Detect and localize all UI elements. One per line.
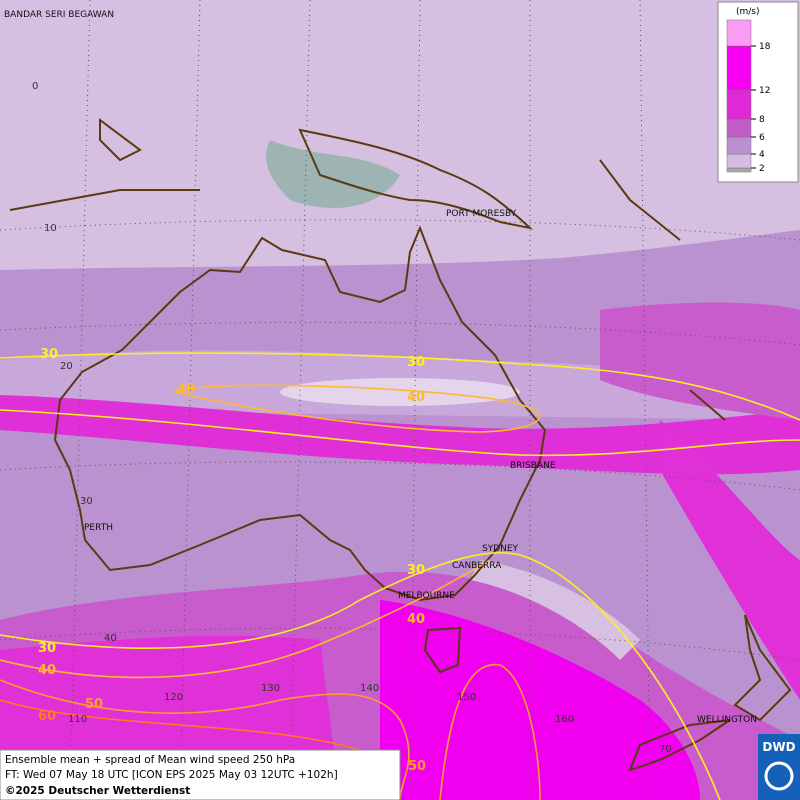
legend-label: 12 (759, 86, 770, 96)
legend-label: 6 (759, 133, 765, 143)
city-label: PERTH (84, 523, 113, 533)
city-label: MELBOURNE (398, 591, 455, 601)
contour-label: 50 (85, 697, 103, 712)
contour-labels: 30 40 30 40 30 40 30 40 50 60 50 (38, 347, 426, 774)
longitude-label: 150 (457, 692, 476, 703)
contour-label: 40 (38, 663, 56, 678)
latitude-label: 10 (44, 223, 57, 234)
latitude-label: 30 (80, 496, 93, 507)
contour-label: 40 (177, 382, 195, 397)
contour-label: 30 (407, 563, 425, 578)
longitude-label: 130 (261, 683, 280, 694)
longitude-label: 140 (360, 683, 379, 694)
legend-swatch (726, 118, 752, 138)
grid-labels: 0 10 20 30 40 70 110 120 130 140 150 160 (32, 81, 672, 755)
contour-label: 30 (407, 355, 425, 370)
info-box: Ensemble mean + spread of Mean wind spee… (0, 749, 401, 800)
latitude-label: 20 (60, 361, 73, 372)
map-title: Ensemble mean + spread of Mean wind spee… (5, 754, 295, 766)
logo-text: DWD (762, 740, 795, 754)
copyright: ©2025 Deutscher Wetterdienst (5, 785, 190, 797)
cities: BANDAR SERI BEGAWAN PORT MORESBY BRISBAN… (4, 10, 757, 725)
contour-label: 30 (38, 641, 56, 656)
logo-icon (764, 761, 794, 791)
legend-swatch (726, 19, 752, 47)
legend-swatch (726, 89, 752, 120)
city-label: CANBERRA (452, 561, 502, 571)
city-label: BRISBANE (510, 461, 556, 471)
contour-label: 40 (407, 390, 425, 405)
contour-label: 40 (407, 612, 425, 627)
legend-label: 8 (759, 115, 765, 125)
latitude-label: 70 (659, 744, 672, 755)
legend-swatch (726, 136, 752, 155)
legend-unit: (m/s) (736, 7, 760, 17)
contour-label: 50 (408, 759, 426, 774)
legend-label: 18 (759, 42, 771, 52)
city-label: BANDAR SERI BEGAWAN (4, 10, 114, 20)
city-label: PORT MORESBY (446, 209, 517, 219)
longitude-label: 110 (68, 714, 87, 725)
city-label: WELLINGTON (697, 715, 757, 725)
legend-swatch (726, 45, 752, 91)
longitude-label: 120 (164, 692, 183, 703)
logo: DWD (758, 734, 800, 800)
coastlines (9, 118, 792, 772)
legend-swatch (726, 167, 752, 173)
contour-label: 30 (40, 347, 58, 362)
info-background (0, 749, 401, 800)
longitude-label: 160 (555, 714, 574, 725)
legend-label: 4 (759, 150, 765, 160)
forecast-time: FT: Wed 07 May 18 UTC [ICON EPS 2025 May… (5, 769, 338, 781)
contours (0, 352, 800, 800)
legend-label: 2 (759, 164, 765, 174)
contour-label: 60 (38, 709, 56, 724)
legend-swatch (726, 153, 752, 169)
city-label: SYDNEY (482, 544, 519, 554)
latitude-label: 0 (32, 81, 38, 92)
legend: (m/s) 2 4 6 8 12 18 (717, 1, 799, 183)
latitude-label: 40 (104, 633, 117, 644)
